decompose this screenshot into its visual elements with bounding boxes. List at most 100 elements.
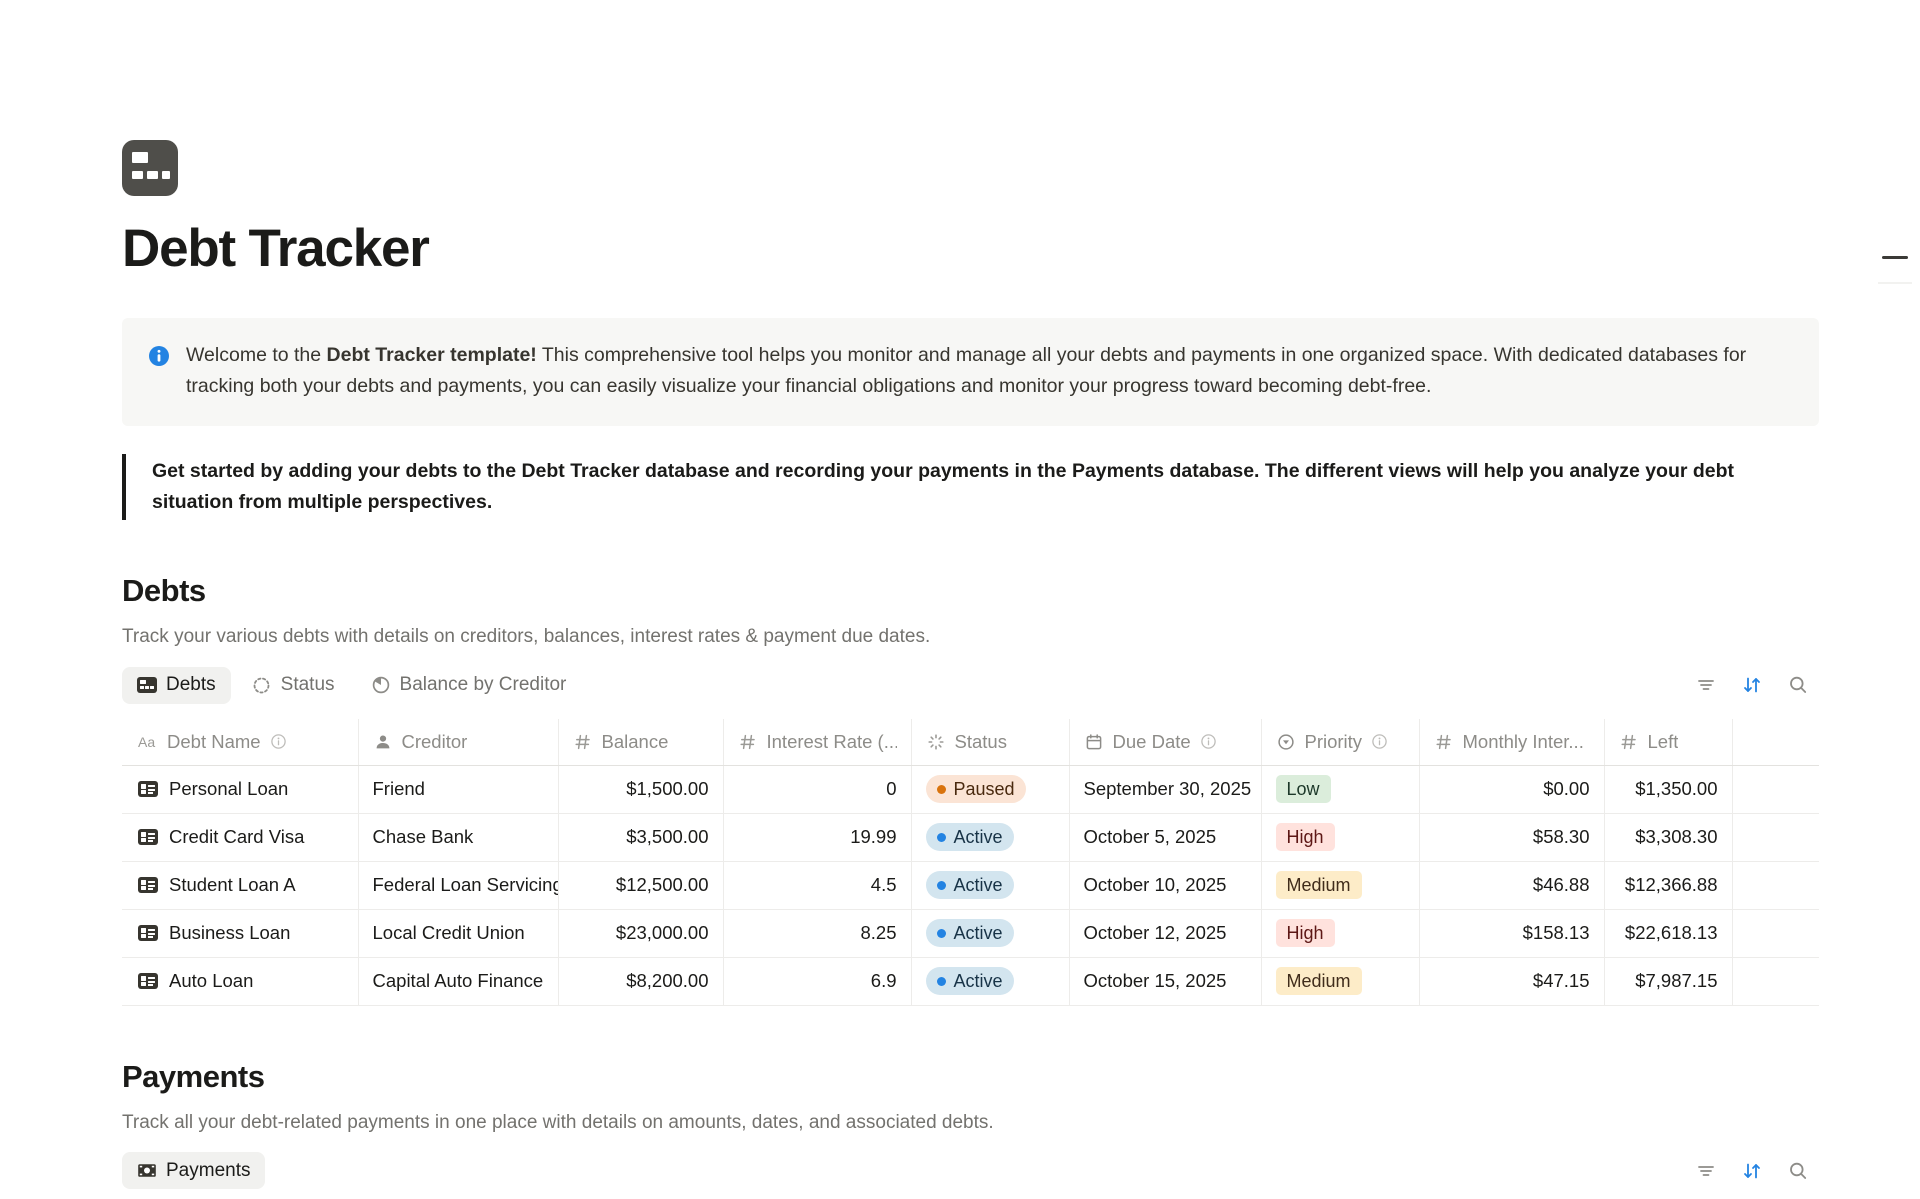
cell-status[interactable]: Active xyxy=(911,957,1070,1006)
tab-debts[interactable]: Debts xyxy=(122,666,231,704)
cell-creditor[interactable]: Chase Bank xyxy=(358,813,559,862)
cell-debt-name[interactable]: Credit Card Visa xyxy=(122,813,359,862)
status-badge-label: Active xyxy=(953,971,1003,991)
credit-card-page-icon[interactable] xyxy=(122,140,178,196)
cell-creditor[interactable]: Capital Auto Finance xyxy=(358,957,559,1006)
cell-interest-rate[interactable]: 0 xyxy=(723,765,912,814)
column-header-due-date[interactable]: Due Date xyxy=(1069,719,1262,766)
debts-view-bar: Debts Status xyxy=(122,665,1819,705)
cell-status[interactable]: Paused xyxy=(911,765,1070,814)
filter-icon[interactable] xyxy=(1695,1160,1717,1182)
cell-interest-rate[interactable]: 6.9 xyxy=(723,957,912,1006)
cell-left[interactable]: $22,618.13 xyxy=(1604,909,1733,958)
callout-text-part2: This comprehensive tool helps you monito… xyxy=(186,344,1747,397)
filter-icon[interactable] xyxy=(1695,674,1717,696)
column-header-balance-label: Balance xyxy=(601,730,669,752)
priority-badge: High xyxy=(1275,919,1335,947)
cell-balance[interactable]: $8,200.00 xyxy=(558,957,724,1006)
cell-monthly-interest[interactable]: $0.00 xyxy=(1419,765,1605,814)
getting-started-quote: Get started by adding your debts to the … xyxy=(122,454,1782,520)
payments-section-title[interactable]: Payments xyxy=(122,1058,265,1094)
column-header-status[interactable]: Status xyxy=(911,719,1070,766)
cell-priority[interactable]: Low xyxy=(1261,765,1420,814)
cell-balance[interactable]: $23,000.00 xyxy=(558,909,724,958)
cell-monthly-interest[interactable]: $158.13 xyxy=(1419,909,1605,958)
table-row[interactable]: Personal Loan Friend $1,500.00 0 Paused … xyxy=(122,765,1819,814)
cell-due-date[interactable]: September 30, 2025 xyxy=(1069,765,1262,814)
cell-interest-rate[interactable]: 4.5 xyxy=(723,861,912,910)
tab-payments[interactable]: Payments xyxy=(122,1152,266,1189)
cell-balance[interactable]: $3,500.00 xyxy=(558,813,724,862)
cell-priority[interactable]: High xyxy=(1261,909,1420,958)
cell-priority[interactable]: High xyxy=(1261,813,1420,862)
cell-debt-name[interactable]: Auto Loan xyxy=(122,957,359,1006)
callout-text-bold: Debt Tracker template! xyxy=(326,344,537,366)
calendar-icon xyxy=(1084,732,1104,752)
cell-monthly-interest[interactable]: $47.15 xyxy=(1419,957,1605,1006)
cell-priority[interactable]: Medium xyxy=(1261,957,1420,1006)
search-icon[interactable] xyxy=(1787,674,1809,696)
cell-monthly-interest[interactable]: $46.88 xyxy=(1419,861,1605,910)
right-edge-marker xyxy=(1882,256,1908,259)
column-header-creditor[interactable]: Creditor xyxy=(358,719,559,766)
cell-debt-name-text: Student Loan A xyxy=(169,874,296,895)
cell-due-date[interactable]: October 12, 2025 xyxy=(1069,909,1262,958)
cell-balance[interactable]: $1,500.00 xyxy=(558,765,724,814)
table-row[interactable]: Business Loan Local Credit Union $23,000… xyxy=(122,909,1819,958)
debts-table-header-row: Aa Debt Name xyxy=(122,719,1819,766)
sort-icon[interactable] xyxy=(1741,1160,1763,1182)
cell-left[interactable]: $3,308.30 xyxy=(1604,813,1733,862)
debts-view-tabs: Debts Status xyxy=(122,666,582,704)
cell-status[interactable]: Active xyxy=(911,909,1070,958)
column-header-left-label: Left xyxy=(1647,730,1679,752)
cell-priority[interactable]: Medium xyxy=(1261,861,1420,910)
debts-table-body: Personal Loan Friend $1,500.00 0 Paused … xyxy=(122,765,1819,1006)
column-header-debt-name[interactable]: Aa Debt Name xyxy=(122,719,359,766)
cell-debt-name[interactable]: Business Loan xyxy=(122,909,359,958)
cell-debt-name[interactable]: Student Loan A xyxy=(122,861,359,910)
cell-spacer xyxy=(1732,765,1819,814)
table-row[interactable]: Credit Card Visa Chase Bank $3,500.00 19… xyxy=(122,813,1819,862)
column-header-add[interactable] xyxy=(1732,719,1819,766)
cell-status[interactable]: Active xyxy=(911,813,1070,862)
cell-status[interactable]: Active xyxy=(911,861,1070,910)
cell-balance[interactable]: $12,500.00 xyxy=(558,861,724,910)
status-badge: Paused xyxy=(925,775,1026,803)
cell-monthly-interest[interactable]: $58.30 xyxy=(1419,813,1605,862)
column-header-monthly-interest-label: Monthly Inter... xyxy=(1462,730,1584,752)
cell-left[interactable]: $12,366.88 xyxy=(1604,861,1733,910)
priority-badge: High xyxy=(1275,823,1335,851)
info-icon[interactable] xyxy=(270,733,287,750)
column-header-left[interactable]: Left xyxy=(1604,719,1733,766)
payments-view-tabs: Payments xyxy=(122,1152,266,1189)
dotted-circle-icon xyxy=(252,675,272,695)
cell-debt-name[interactable]: Personal Loan xyxy=(122,765,359,814)
payments-section-description: Track all your debt-related payments in … xyxy=(122,1111,994,1133)
cell-interest-rate[interactable]: 19.99 xyxy=(723,813,912,862)
column-header-balance[interactable]: Balance xyxy=(558,719,724,766)
column-header-interest-rate[interactable]: Interest Rate (... xyxy=(723,719,912,766)
column-header-creditor-label: Creditor xyxy=(401,730,468,752)
table-row[interactable]: Auto Loan Capital Auto Finance $8,200.00… xyxy=(122,957,1819,1006)
cell-due-date[interactable]: October 10, 2025 xyxy=(1069,861,1262,910)
tab-balance-by-creditor[interactable]: Balance by Creditor xyxy=(356,667,582,704)
info-icon[interactable] xyxy=(1200,733,1217,750)
cell-due-date[interactable]: October 15, 2025 xyxy=(1069,957,1262,1006)
column-header-monthly-interest[interactable]: Monthly Inter... xyxy=(1419,719,1605,766)
search-icon[interactable] xyxy=(1787,1160,1809,1182)
table-row[interactable]: Student Loan A Federal Loan Servicing $1… xyxy=(122,861,1819,910)
page-title[interactable]: Debt Tracker xyxy=(122,219,430,278)
sort-icon[interactable] xyxy=(1741,674,1763,696)
debts-section-title[interactable]: Debts xyxy=(122,573,206,608)
column-header-priority[interactable]: Priority xyxy=(1261,719,1420,766)
cell-due-date[interactable]: October 5, 2025 xyxy=(1069,813,1262,862)
cell-left[interactable]: $7,987.15 xyxy=(1604,957,1733,1006)
cell-creditor[interactable]: Friend xyxy=(358,765,559,814)
cell-creditor[interactable]: Local Credit Union xyxy=(358,909,559,958)
cell-interest-rate[interactable]: 8.25 xyxy=(723,909,912,958)
info-icon[interactable] xyxy=(1371,733,1388,750)
cell-creditor[interactable]: Federal Loan Servicing xyxy=(358,861,559,910)
cell-left[interactable]: $1,350.00 xyxy=(1604,765,1733,814)
tab-balance-by-creditor-label: Balance by Creditor xyxy=(399,674,567,695)
tab-status[interactable]: Status xyxy=(237,667,350,704)
